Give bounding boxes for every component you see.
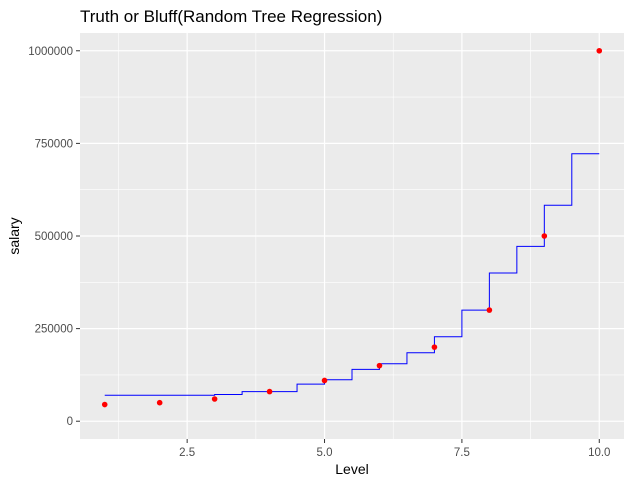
y-tick-label: 1000000 xyxy=(28,46,73,58)
x-tick-label: 5.0 xyxy=(317,447,333,459)
data-point xyxy=(211,396,218,402)
data-point xyxy=(321,377,328,384)
y-axis-ticks: 0 250000 500000 750000 1000000 xyxy=(28,46,80,428)
x-tick-label: 7.5 xyxy=(454,447,470,459)
data-point xyxy=(101,401,108,408)
x-axis-title: Level xyxy=(335,461,368,477)
x-tick-label: 10.0 xyxy=(588,447,610,459)
y-tick-label: 250000 xyxy=(35,324,73,336)
data-point xyxy=(486,307,493,313)
data-points xyxy=(101,47,603,408)
data-point xyxy=(376,362,383,369)
data-point xyxy=(431,344,438,350)
data-point xyxy=(541,233,548,239)
y-tick-label: 0 xyxy=(67,416,73,428)
data-point xyxy=(596,47,603,54)
y-axis-title: salary xyxy=(6,217,22,254)
y-tick-label: 500000 xyxy=(35,231,73,243)
chart-title: Truth or Bluff(Random Tree Regression) xyxy=(80,7,382,26)
x-tick-label: 2.5 xyxy=(179,447,195,459)
data-point xyxy=(156,399,163,406)
grid-major xyxy=(80,33,624,439)
data-point xyxy=(266,388,273,395)
x-axis-ticks: 2.5 5.0 7.5 10.0 xyxy=(179,439,610,459)
y-tick-label: 750000 xyxy=(35,138,73,150)
